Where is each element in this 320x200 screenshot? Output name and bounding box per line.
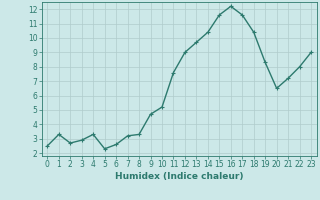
X-axis label: Humidex (Indice chaleur): Humidex (Indice chaleur) [115,172,244,181]
